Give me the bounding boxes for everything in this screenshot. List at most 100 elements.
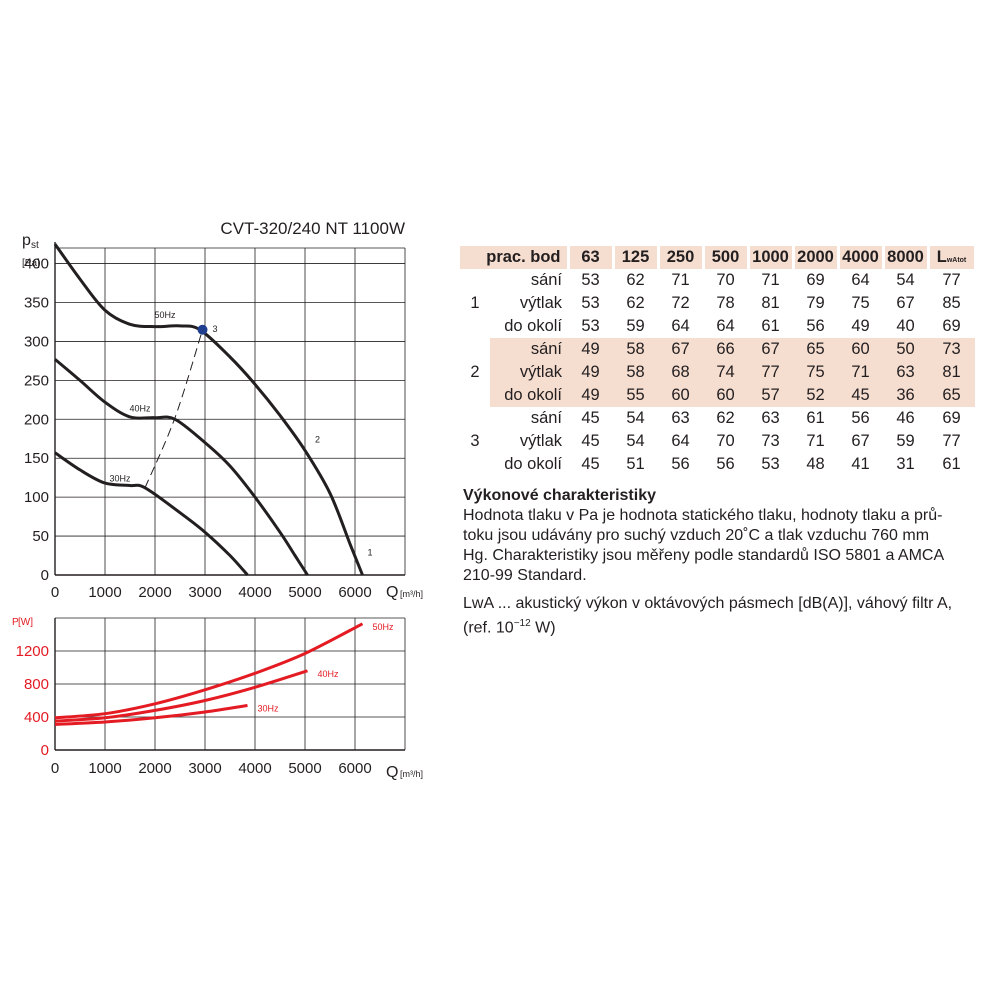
table-cell: 57	[748, 384, 793, 407]
table-row: sání 53 62 71 70 71 69 64 54 77	[460, 269, 975, 292]
x-tick-label: 5000	[288, 760, 321, 777]
table-cell: 64	[671, 432, 690, 450]
x-tick-label: 3000	[188, 584, 221, 601]
table-cell: 81	[761, 294, 780, 312]
operating-point-marker	[197, 324, 208, 335]
x-tick-label: 2000	[138, 760, 171, 777]
table-cell: 64	[671, 317, 690, 335]
power-curve-40hz	[54, 669, 308, 723]
header-band: 4000	[838, 246, 885, 269]
table-cell: 62	[626, 294, 645, 312]
operating-point-label: 3	[213, 324, 218, 334]
y-tick-label: 400	[24, 256, 49, 273]
table-cell: 71	[761, 271, 780, 289]
table-cell: 77	[748, 361, 793, 384]
y-tick-label: 0	[41, 742, 49, 759]
header-band: 500	[703, 246, 750, 269]
notes-line: toku jsou udávány pro suchý vzduch 20˚C …	[463, 527, 930, 544]
chart-title: CVT-320/240 NT 1100W	[220, 219, 405, 238]
table-cell: 49	[851, 317, 870, 335]
y-tick-label: 800	[24, 676, 49, 693]
table-cell: 61	[942, 455, 961, 473]
table-cell: 66	[703, 338, 748, 361]
table-cell: 41	[851, 455, 870, 473]
table-cell: 54	[626, 432, 645, 450]
table-cell: 55	[613, 384, 658, 407]
notes-line: 210-99 Standard.	[463, 567, 587, 584]
curve-label: 40Hz	[129, 404, 151, 414]
measurement-label: výtlak	[519, 432, 562, 450]
table-cell: 71	[671, 271, 690, 289]
power-curve-50hz	[54, 622, 364, 720]
table-cell: 75	[851, 294, 870, 312]
x-tick-label: 1000	[88, 760, 121, 777]
point-number	[460, 384, 490, 407]
table-row: sání 49 58 67 66 67 65 60 50 73	[460, 338, 975, 361]
measurement-label: výtlak	[490, 361, 568, 384]
table-cell: 63	[761, 409, 780, 427]
power-curve-30hz	[54, 704, 248, 726]
table-cell: 53	[581, 271, 600, 289]
measurement-label: sání	[530, 409, 562, 427]
table-cell: 59	[896, 432, 915, 450]
y-axis-unit: [W]	[18, 617, 33, 628]
y-axis-label: P	[12, 617, 19, 628]
measurement-label: do okolí	[490, 384, 568, 407]
notes-line: Hodnota tlaku v Pa je hodnota statického…	[463, 507, 943, 524]
table-cell: 78	[716, 294, 735, 312]
x-tick-label: 4000	[238, 760, 271, 777]
point-number	[460, 338, 490, 361]
table-cell: 46	[896, 409, 915, 427]
table-cell: 74	[703, 361, 748, 384]
table-cell: 75	[793, 361, 838, 384]
notes-ref-a: (ref. 10	[463, 619, 514, 637]
y-tick-label: 100	[24, 489, 49, 506]
table-cell: 69	[806, 271, 825, 289]
x-tick-label: 0	[51, 584, 59, 601]
x-tick-label: 1000	[88, 584, 121, 601]
table-row: do okolí 49 55 60 60 57 52 45 36 65	[460, 384, 975, 407]
y-tick-label: 0	[41, 567, 49, 584]
table-cell: 72	[671, 294, 690, 312]
table-row: 1 výtlak 53 62 72 78 81 79 75 67 85	[460, 292, 975, 315]
x-tick-label: 6000	[338, 760, 371, 777]
table-cell: 67	[748, 338, 793, 361]
power-curve-label: 30Hz	[258, 703, 280, 713]
table-cell: 69	[942, 317, 961, 335]
table-cell: 56	[806, 317, 825, 335]
point-number	[460, 453, 490, 476]
notes-line: LwA ... akustický výkon v oktávových pás…	[463, 595, 953, 612]
table-cell: 60	[838, 338, 883, 361]
table-cell: 54	[896, 271, 915, 289]
curve-label: 1	[367, 548, 372, 558]
y-axis-unit: [Pa]	[22, 258, 40, 269]
table-cell: 77	[942, 271, 961, 289]
y-axis-label: p	[22, 232, 31, 249]
table-cell: 54	[626, 409, 645, 427]
measurement-label: do okolí	[504, 455, 562, 473]
table-cell: 49	[568, 338, 613, 361]
y-tick-label: 250	[24, 372, 49, 389]
pressure-curve-50hz	[53, 243, 364, 576]
notes-ref-c: W)	[530, 619, 556, 637]
measurement-label: do okolí	[504, 317, 562, 335]
y-tick-label: 200	[24, 411, 49, 428]
y-tick-label: 300	[24, 333, 49, 350]
table-cell: 65	[793, 338, 838, 361]
pressure-curve-40hz	[54, 358, 309, 576]
curve-label: 50Hz	[154, 310, 176, 320]
table-cell: 50	[883, 338, 928, 361]
table-cell: 45	[581, 455, 600, 473]
x-axis-label: Q	[386, 764, 398, 781]
table-header-row: prac. bod 63 125 250 500 1000 2000 4000 8000 LwAt…	[460, 246, 977, 269]
acoustic-power-table: prac. bod 63 125 250 500 1000 2000 4000 8000 LwAt…	[460, 246, 977, 476]
table-cell: 59	[626, 317, 645, 335]
table-cell: 73	[928, 338, 975, 361]
header-band: 125	[613, 246, 660, 269]
table-cell: 49	[568, 361, 613, 384]
table-cell: 53	[581, 294, 600, 312]
table-cell: 45	[581, 432, 600, 450]
point-number	[460, 269, 490, 292]
table-cell: 45	[581, 409, 600, 427]
performance-notes: Výkonové charakteristiky Hodnota tlaku v…	[463, 486, 983, 638]
